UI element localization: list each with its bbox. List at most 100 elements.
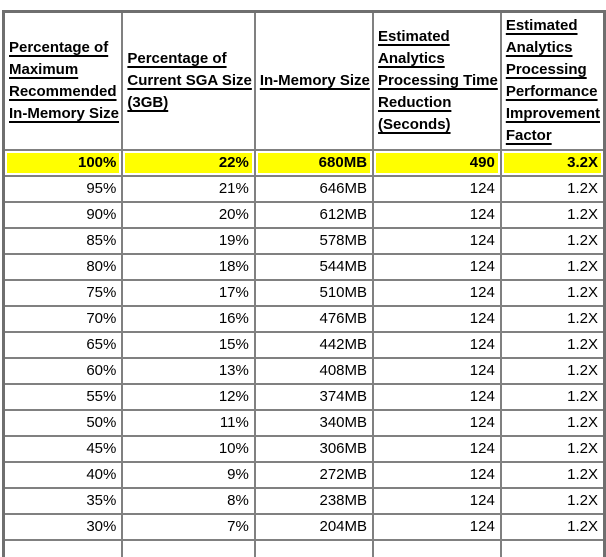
cell-value: 1.2X [567,466,598,483]
cell-value: 16% [218,310,249,327]
cell [372,539,502,557]
column-header-line: Analytics [505,39,573,56]
cell: 124 [372,201,502,229]
cell-value: 1.2X [567,440,598,457]
table-row: 30% 7% 204MB 124 1.2X [2,513,606,541]
header-row: Percentage of Maximum Recommended In-Memory… [2,10,606,151]
cell [121,539,256,557]
column-header-line: (3GB) [127,94,169,111]
column-header: Estimated Analytics Processing Performance I… [499,10,606,151]
cell [2,539,124,557]
cell: 55% [2,383,124,411]
cell: 124 [372,461,502,489]
cell: 1.2X [499,279,606,307]
cell: 124 [372,227,502,255]
cell: 124 [372,409,502,437]
cell-value: 1.2X [567,492,598,509]
cell-value: 1.2X [567,180,598,197]
column-header: Percentage of Current SGA Size (3GB) [121,10,256,151]
cell-value: 124 [469,310,495,327]
cell: 442MB [253,331,375,359]
cell: 19% [121,227,256,255]
column-header: Estimated Analytics Processing Time Reducti… [372,10,502,151]
cell: 50% [2,409,124,437]
cell: 124 [372,305,502,333]
cell: 476MB [253,305,375,333]
cell: 9% [121,461,256,489]
cell: 1.2X [499,513,606,541]
cell [499,539,606,557]
table-row: 85% 19% 578MB 124 1.2X [2,227,606,255]
cell-value: 204MB [319,518,368,535]
table-row: 90% 20% 612MB 124 1.2X [2,201,606,229]
cell: 340MB [253,409,375,437]
table-row: 80% 18% 544MB 124 1.2X [2,253,606,281]
cell-value: 408MB [319,362,368,379]
table-row: 65% 15% 442MB 124 1.2X [2,331,606,359]
cell: 272MB [253,461,375,489]
column-header-line: Estimated [378,28,450,45]
cell-value: 45% [86,440,117,457]
column-header-line: Percentage of [127,50,227,67]
column-header-line: (Seconds) [378,116,451,133]
column-header-line: In-Memory Size [9,105,120,122]
cell-value: 1.2X [567,336,598,353]
cell: 1.2X [499,357,606,385]
cell-value: 65% [86,336,117,353]
table-row: 60% 13% 408MB 124 1.2X [2,357,606,385]
cell: 90% [2,201,124,229]
cell-value: 7% [227,518,249,535]
cell: 1.2X [499,227,606,255]
cell: 21% [121,175,256,203]
cell: 16% [121,305,256,333]
highlighted-row: 100% 22% 680MB 490 3.2X [2,149,606,177]
cell-value: 544MB [319,258,368,275]
cell-value: 40% [86,466,117,483]
cell-value: 490 [376,153,498,173]
cell: 680MB [253,149,375,177]
cell: 8% [121,487,256,515]
cell-value: 124 [469,284,495,301]
cell-value: 124 [469,492,495,509]
cell-value: 22% [125,153,252,173]
cell: 124 [372,487,502,515]
cell-value: 75% [86,284,117,301]
column-header: In-Memory Size [253,10,375,151]
cell-value: 1.2X [567,388,598,405]
cell: 1.2X [499,383,606,411]
cell: 85% [2,227,124,255]
cell: 70% [2,305,124,333]
column-header-line: In-Memory Size [259,72,370,89]
cell: 15% [121,331,256,359]
table-row: 95% 21% 646MB 124 1.2X [2,175,606,203]
table-row: 35% 8% 238MB 124 1.2X [2,487,606,515]
column-header-line: Processing Time [378,72,498,89]
table-row: 55% 12% 374MB 124 1.2X [2,383,606,411]
cell-value: 374MB [319,388,368,405]
cell: 18% [121,253,256,281]
column-header-line: Recommended [9,83,117,100]
cell-value: 646MB [319,180,368,197]
cell-value: 15% [218,336,249,353]
cell: 1.2X [499,331,606,359]
column-header-line: Estimated [505,17,578,34]
cell-value: 612MB [319,206,368,223]
cell-value: 8% [227,492,249,509]
cell-value: 17% [218,284,249,301]
cell-value: 30% [86,518,117,535]
cell-value: 124 [469,232,495,249]
cell: 204MB [253,513,375,541]
column-header-line: Processing [505,61,587,78]
cell-value: 510MB [319,284,368,301]
table-row: 45% 10% 306MB 124 1.2X [2,435,606,463]
cell: 1.2X [499,253,606,281]
cell-value: 55% [86,388,117,405]
cell: 306MB [253,435,375,463]
cell-value: 18% [218,258,249,275]
cell: 1.2X [499,305,606,333]
cell-value: 90% [86,206,117,223]
cell-value: 10% [218,440,249,457]
cell: 95% [2,175,124,203]
cell-value: 1.2X [567,310,598,327]
